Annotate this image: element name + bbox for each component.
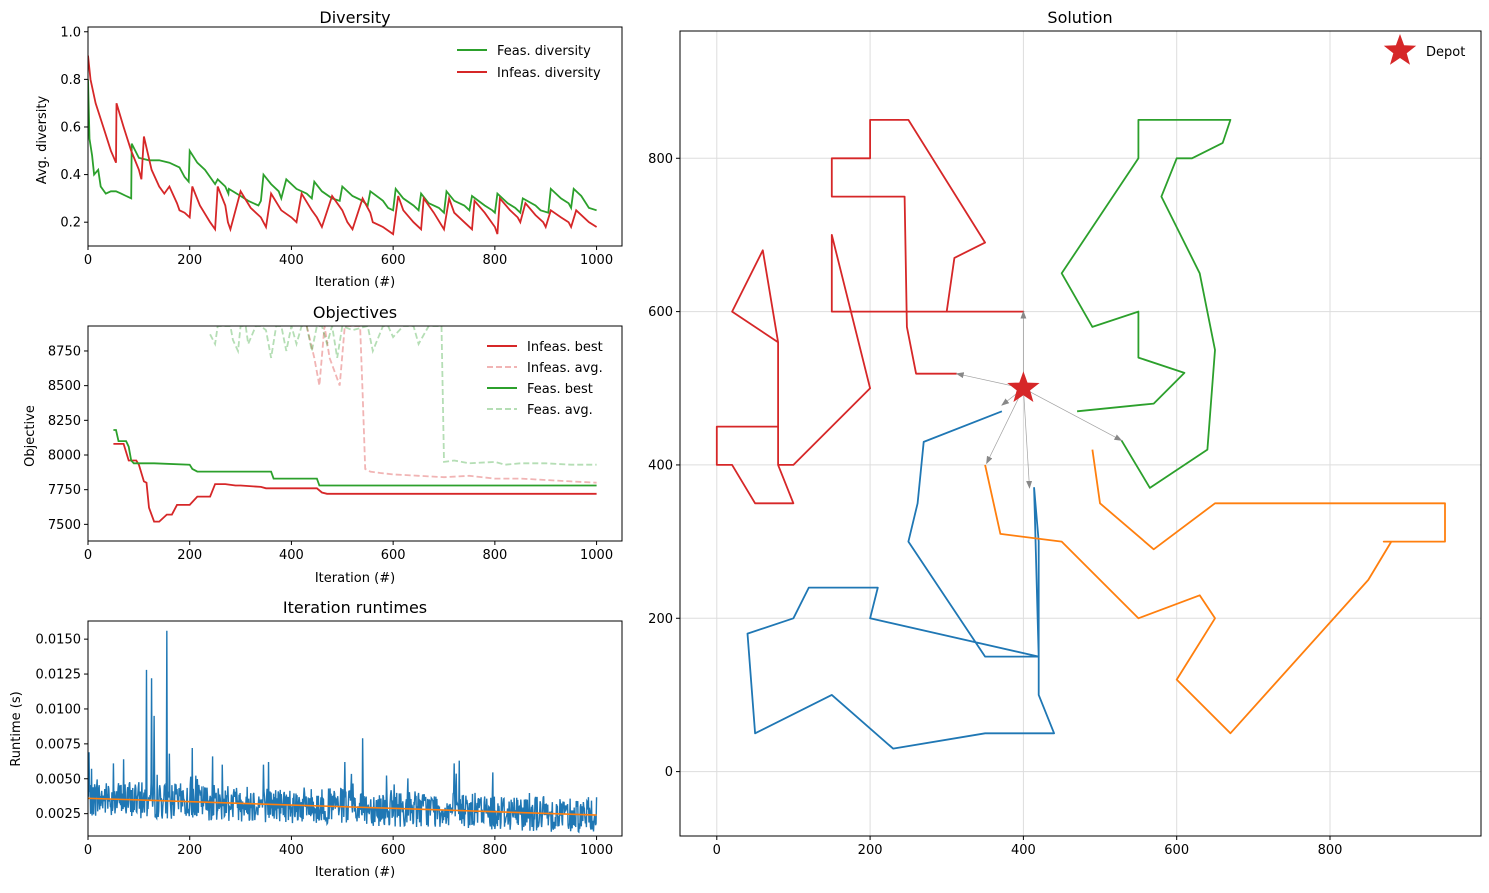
legend-label-feas-diversity: Feas. diversity bbox=[497, 44, 591, 59]
diversity-ylabel: Avg. diversity bbox=[35, 95, 50, 184]
depot-arrow bbox=[1023, 388, 1033, 489]
diversity-xtick-label: 200 bbox=[177, 253, 202, 268]
objectives-ytick-label: 8000 bbox=[48, 449, 81, 464]
objectives-xtick-label: 800 bbox=[482, 548, 507, 563]
solution-legend: Depot bbox=[1383, 34, 1465, 65]
diversity-series-feas bbox=[88, 79, 597, 215]
runtimes-xtick-label: 800 bbox=[482, 843, 507, 858]
diversity-xtick-label: 600 bbox=[381, 253, 406, 268]
objectives-chart: Objectives 0 200 400 600 800 1000 7500 7750 8000… bbox=[23, 303, 623, 586]
objectives-ytick-label: 8500 bbox=[48, 379, 81, 394]
diversity-xtick-label: 1000 bbox=[580, 253, 613, 268]
legend-label-infeas-diversity: Infeas. diversity bbox=[497, 66, 601, 81]
route-blue bbox=[746, 410, 1055, 750]
diversity-title: Diversity bbox=[319, 8, 390, 27]
runtimes-ytick-label: 0.0050 bbox=[36, 772, 82, 787]
diversity-xlabel: Iteration (#) bbox=[315, 275, 395, 290]
objectives-series-feas-avg bbox=[209, 326, 597, 466]
depot-arrow bbox=[1023, 387, 1123, 441]
solution-ytick-label: 200 bbox=[648, 612, 673, 627]
runtimes-ylabel: Runtime (s) bbox=[9, 691, 24, 766]
solution-ytick-label: 800 bbox=[648, 152, 673, 167]
legend-label-infeas-best: Infeas. best bbox=[527, 340, 603, 355]
runtimes-xtick-label: 0 bbox=[84, 843, 92, 858]
legend-label-feas-best: Feas. best bbox=[527, 382, 593, 397]
runtimes-xtick-label: 600 bbox=[381, 843, 406, 858]
route-green bbox=[1060, 119, 1232, 489]
diversity-ytick-label: 0.4 bbox=[60, 168, 81, 183]
solution-chart: Solution 0 200 400 600 800 0 200 400 600 800 Depo… bbox=[648, 8, 1482, 858]
objectives-ytick-label: 8250 bbox=[48, 414, 81, 429]
objectives-axes-frame bbox=[87, 325, 623, 542]
objectives-ytick-label: 7500 bbox=[48, 518, 81, 533]
solution-xtick-label: 800 bbox=[1318, 843, 1343, 858]
diversity-ytick-label: 0.6 bbox=[60, 120, 81, 135]
legend-depot-star-icon bbox=[1383, 34, 1417, 65]
objectives-title: Objectives bbox=[313, 303, 397, 322]
objectives-ylabel: Objective bbox=[23, 405, 38, 467]
objectives-xtick-label: 400 bbox=[279, 548, 304, 563]
solution-ytick-label: 400 bbox=[648, 458, 673, 473]
runtimes-ytick-label: 0.0025 bbox=[36, 807, 82, 822]
solution-axes-frame bbox=[679, 30, 1482, 837]
diversity-series-infeas bbox=[88, 55, 598, 236]
diversity-xtick-label: 0 bbox=[84, 253, 92, 268]
diversity-xtick-label: 400 bbox=[279, 253, 304, 268]
solution-xtick-label: 0 bbox=[713, 843, 721, 858]
objectives-xtick-label: 0 bbox=[84, 548, 92, 563]
depot-arrow bbox=[986, 388, 1024, 465]
solution-ytick-label: 0 bbox=[665, 765, 673, 780]
runtimes-xtick-label: 200 bbox=[177, 843, 202, 858]
legend-label-infeas-avg: Infeas. avg. bbox=[527, 361, 603, 376]
runtimes-title: Iteration runtimes bbox=[283, 598, 427, 617]
legend-label-feas-avg: Feas. avg. bbox=[527, 403, 593, 418]
route-red bbox=[715, 119, 1025, 505]
solution-xtick-label: 400 bbox=[1011, 843, 1036, 858]
runtimes-xlabel: Iteration (#) bbox=[315, 865, 395, 880]
objectives-series-feas-best bbox=[113, 429, 597, 487]
objectives-xtick-label: 200 bbox=[177, 548, 202, 563]
objectives-ytick-label: 8750 bbox=[48, 344, 81, 359]
runtimes-series bbox=[88, 630, 598, 834]
runtimes-ytick-label: 0.0150 bbox=[36, 633, 82, 648]
runtimes-axes-frame bbox=[87, 620, 623, 837]
runtimes-trend-line bbox=[88, 797, 597, 816]
diversity-axes-frame bbox=[87, 26, 623, 247]
objectives-series-infeas-avg bbox=[305, 326, 597, 484]
depot-star-icon bbox=[1007, 371, 1040, 402]
diversity-ytick-label: 1.0 bbox=[60, 25, 81, 40]
objectives-xtick-label: 600 bbox=[381, 548, 406, 563]
diversity-ytick-label: 0.2 bbox=[60, 216, 81, 231]
diversity-ytick-label: 0.8 bbox=[60, 73, 81, 88]
solution-title: Solution bbox=[1047, 8, 1112, 27]
diversity-chart: Diversity 0 200 400 600 800 1000 0.2 0.4 0.6 0.8 1… bbox=[35, 8, 623, 290]
objectives-ytick-label: 7750 bbox=[48, 483, 81, 498]
runtimes-ytick-label: 0.0075 bbox=[36, 737, 82, 752]
runtimes-ytick-label: 0.0125 bbox=[36, 668, 82, 683]
runtimes-ytick-label: 0.0100 bbox=[36, 702, 82, 717]
objectives-xlabel: Iteration (#) bbox=[315, 571, 395, 586]
diversity-legend: Feas. diversity Infeas. diversity bbox=[457, 44, 601, 81]
solution-ytick-label: 600 bbox=[648, 305, 673, 320]
legend-label-depot: Depot bbox=[1426, 45, 1465, 60]
solution-xtick-label: 600 bbox=[1164, 843, 1189, 858]
route-orange bbox=[984, 449, 1446, 735]
objectives-xtick-label: 1000 bbox=[580, 548, 613, 563]
solution-xtick-label: 200 bbox=[858, 843, 883, 858]
runtimes-chart: Iteration runtimes 0 200 400 600 800 1000 0.00… bbox=[9, 598, 623, 880]
runtimes-xtick-label: 1000 bbox=[580, 843, 613, 858]
objectives-series-infeas-best bbox=[113, 443, 597, 523]
objectives-legend: Infeas. best Infeas. avg. Feas. best Fea… bbox=[487, 340, 603, 418]
runtimes-xtick-label: 400 bbox=[279, 843, 304, 858]
diversity-xtick-label: 800 bbox=[482, 253, 507, 268]
